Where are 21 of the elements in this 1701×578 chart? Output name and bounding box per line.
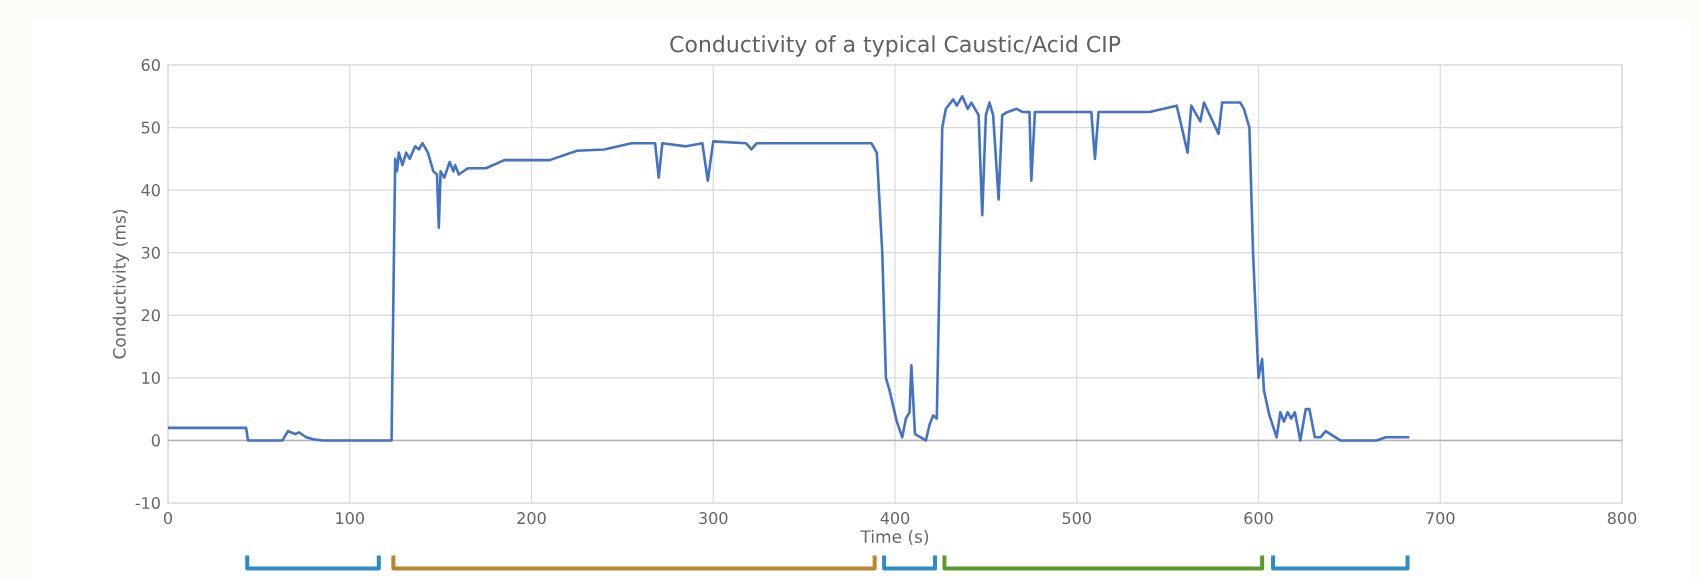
x-tick-label: 500 bbox=[1062, 512, 1091, 525]
y-tick-label: 50 bbox=[141, 121, 160, 134]
x-tick-label: 400 bbox=[880, 512, 910, 525]
x-tick-label: 200 bbox=[517, 512, 546, 525]
x-tick-label: 600 bbox=[1244, 512, 1273, 525]
x-tick-label: 800 bbox=[1607, 512, 1637, 525]
y-tick-label: 40 bbox=[141, 184, 160, 197]
y-tick-label: 0 bbox=[151, 434, 160, 447]
y-tick-label: 60 bbox=[141, 58, 160, 72]
x-tick-label: 300 bbox=[699, 512, 728, 525]
y-tick-label: 30 bbox=[141, 246, 160, 259]
y-tick-label: -10 bbox=[135, 496, 160, 510]
x-axis-title: Time (s) bbox=[860, 529, 929, 546]
y-axis-title: Conductivity (ms) bbox=[112, 209, 130, 359]
chart-title: Conductivity of a typical Caustic/Acid CIP bbox=[670, 35, 1121, 57]
x-tick-label: 0 bbox=[163, 512, 173, 525]
x-tick-label: 700 bbox=[1426, 512, 1455, 525]
line-series bbox=[166, 94, 1411, 442]
y-tick-label: 10 bbox=[142, 371, 160, 384]
x-tick-label: 100 bbox=[336, 512, 364, 525]
y-tick-label: 20 bbox=[141, 309, 160, 322]
